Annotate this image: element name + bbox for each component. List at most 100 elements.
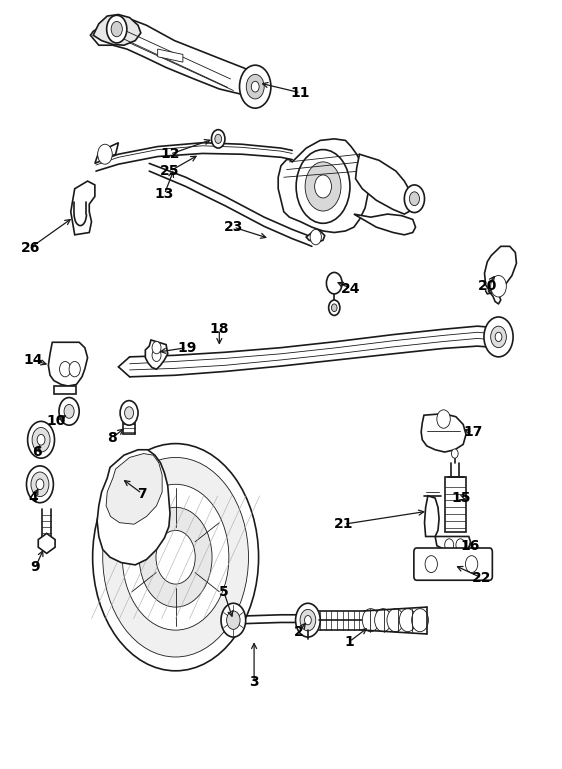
Circle shape xyxy=(111,22,123,37)
Circle shape xyxy=(437,410,450,428)
Circle shape xyxy=(375,608,392,631)
Text: 7: 7 xyxy=(137,487,147,501)
Circle shape xyxy=(215,135,221,144)
Circle shape xyxy=(251,82,259,92)
Circle shape xyxy=(123,484,229,630)
Circle shape xyxy=(60,361,71,377)
Circle shape xyxy=(495,332,502,341)
Circle shape xyxy=(491,275,506,297)
Circle shape xyxy=(310,229,321,245)
Text: 26: 26 xyxy=(21,241,40,255)
Text: 2: 2 xyxy=(294,624,304,639)
Text: 23: 23 xyxy=(224,220,243,234)
Circle shape xyxy=(305,162,341,211)
Text: 8: 8 xyxy=(107,431,116,445)
Circle shape xyxy=(327,272,342,294)
Circle shape xyxy=(103,458,248,657)
Polygon shape xyxy=(424,496,439,537)
Circle shape xyxy=(125,407,134,419)
Circle shape xyxy=(484,317,513,357)
Circle shape xyxy=(329,300,340,315)
Polygon shape xyxy=(356,155,414,214)
Text: 4: 4 xyxy=(28,491,38,505)
Circle shape xyxy=(491,326,506,348)
Circle shape xyxy=(411,608,428,631)
Polygon shape xyxy=(97,450,170,565)
Polygon shape xyxy=(306,231,325,242)
Polygon shape xyxy=(484,246,516,291)
Text: 21: 21 xyxy=(334,518,353,531)
FancyBboxPatch shape xyxy=(445,477,466,532)
Circle shape xyxy=(315,175,332,198)
Polygon shape xyxy=(54,386,76,394)
Polygon shape xyxy=(95,143,119,164)
Circle shape xyxy=(296,150,350,223)
Circle shape xyxy=(69,361,80,377)
Polygon shape xyxy=(354,214,415,235)
Text: 12: 12 xyxy=(160,147,180,161)
Circle shape xyxy=(156,531,195,584)
Circle shape xyxy=(28,421,55,458)
Circle shape xyxy=(305,615,311,624)
Text: 13: 13 xyxy=(155,187,174,201)
Polygon shape xyxy=(158,49,183,62)
Text: 15: 15 xyxy=(452,491,472,505)
Circle shape xyxy=(152,341,161,354)
Text: 6: 6 xyxy=(33,445,42,459)
Circle shape xyxy=(31,472,49,497)
Circle shape xyxy=(37,434,45,445)
Circle shape xyxy=(107,15,127,43)
Polygon shape xyxy=(106,454,162,524)
Circle shape xyxy=(445,539,454,551)
Circle shape xyxy=(239,65,271,108)
Circle shape xyxy=(226,611,240,629)
Polygon shape xyxy=(48,342,88,386)
Circle shape xyxy=(98,145,112,165)
Circle shape xyxy=(152,349,161,361)
Text: 20: 20 xyxy=(478,279,497,293)
Circle shape xyxy=(296,603,320,637)
Polygon shape xyxy=(93,15,141,45)
Circle shape xyxy=(32,428,50,452)
Text: 9: 9 xyxy=(31,560,40,574)
Text: 1: 1 xyxy=(345,634,354,648)
Text: 19: 19 xyxy=(177,341,197,355)
Circle shape xyxy=(211,130,225,148)
Circle shape xyxy=(425,556,437,573)
Circle shape xyxy=(362,608,379,631)
Circle shape xyxy=(404,185,424,212)
Circle shape xyxy=(93,444,259,671)
Circle shape xyxy=(64,404,74,418)
Polygon shape xyxy=(38,534,55,554)
Polygon shape xyxy=(71,181,95,235)
Circle shape xyxy=(387,608,404,631)
Circle shape xyxy=(451,449,458,458)
Text: 10: 10 xyxy=(46,414,65,428)
Circle shape xyxy=(332,304,337,311)
Polygon shape xyxy=(435,537,470,554)
Circle shape xyxy=(36,479,44,490)
Circle shape xyxy=(120,401,138,425)
Text: 11: 11 xyxy=(291,86,310,100)
Circle shape xyxy=(300,609,316,631)
Circle shape xyxy=(399,608,416,631)
Circle shape xyxy=(456,539,465,551)
FancyBboxPatch shape xyxy=(414,548,492,581)
Text: 14: 14 xyxy=(24,353,43,367)
Text: 24: 24 xyxy=(341,281,361,295)
Polygon shape xyxy=(421,414,466,452)
Circle shape xyxy=(139,508,212,607)
Polygon shape xyxy=(146,340,167,369)
Circle shape xyxy=(221,603,246,637)
Text: 17: 17 xyxy=(463,425,482,439)
Circle shape xyxy=(26,466,53,503)
Text: 22: 22 xyxy=(472,571,491,585)
Text: 16: 16 xyxy=(461,539,480,553)
Text: 25: 25 xyxy=(160,164,180,178)
Polygon shape xyxy=(278,139,368,232)
Circle shape xyxy=(246,75,264,99)
Circle shape xyxy=(465,556,478,573)
Text: 18: 18 xyxy=(210,322,229,336)
Polygon shape xyxy=(90,20,259,95)
Circle shape xyxy=(59,398,79,425)
